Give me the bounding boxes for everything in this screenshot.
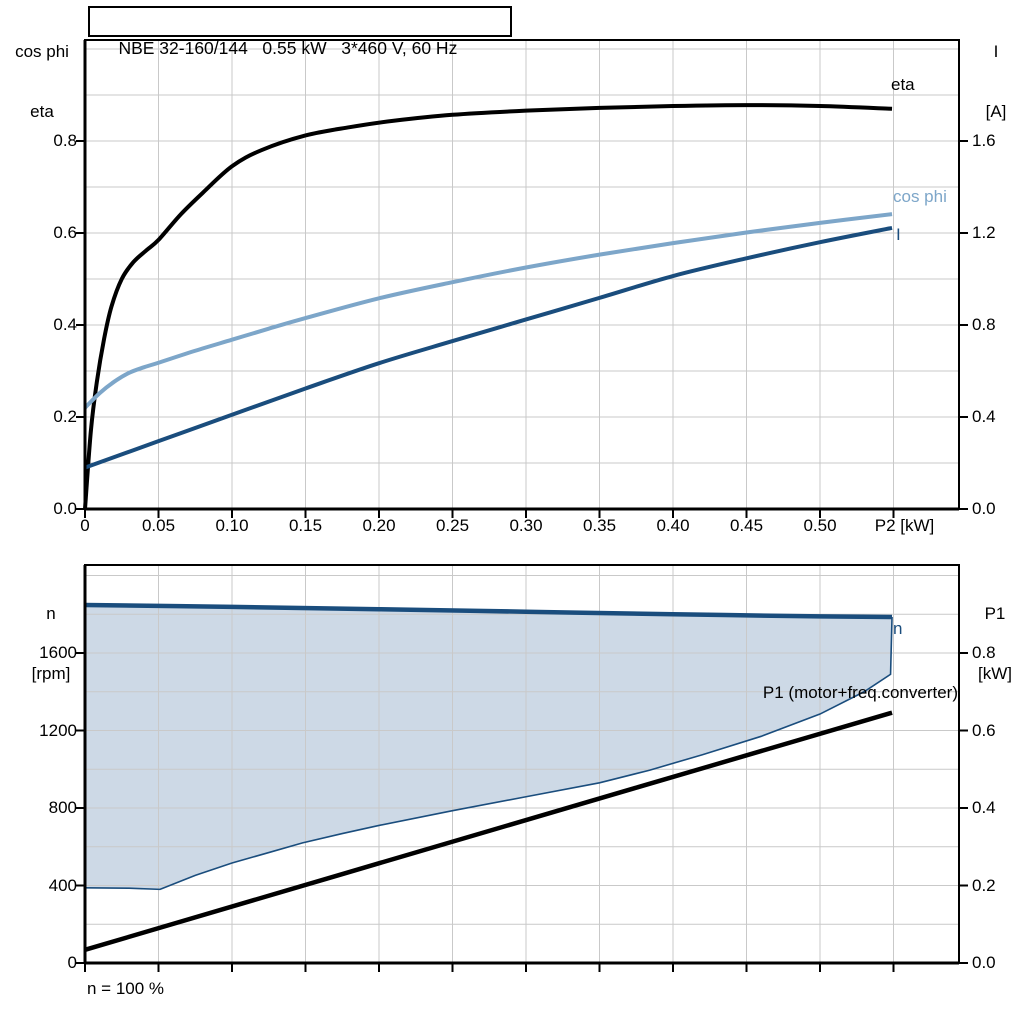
curve-cos_phi [83,212,893,410]
curve-label-eta: eta [891,75,915,94]
bottom-left-axis-title-line1: n [46,604,56,623]
top-right-axis-title: I [A] [968,2,1024,162]
x-tick-label: 0.35 [582,516,617,535]
bottom-right-axis-title: P1 [kW] [966,564,1024,724]
speed-range-boundary [84,616,893,891]
top-right-tick-label: 0.8 [972,315,996,334]
bottom-left-axis-title-line2: [rpm] [31,664,71,683]
bottom-left-tick-label: 800 [48,798,77,817]
top-left-tick-label: 0.8 [53,131,77,150]
bottom-right-tick-label: 0.0 [972,953,996,972]
top-right-tick-label: 0.0 [972,499,996,518]
curve-I [84,225,893,470]
top-left-axis-title: cos phi eta [4,2,80,162]
bottom-left-axis-title: n [rpm] [18,564,84,724]
bottom-left-tick-label: 1200 [39,720,77,740]
x-tick-label: 0.25 [435,516,470,535]
x-tick-label: 0.20 [362,516,396,535]
bottom-right-tick-label: 0.4 [972,798,996,817]
caption-n-100: n = 100 % [87,979,165,998]
curve-label-cos-phi: cos phi [893,187,947,206]
top-left-axis-title-line1: cos phi [15,42,69,61]
top-right-axis-title-line1: I [993,42,999,61]
top-right-tick-label: 0.4 [972,407,996,426]
bottom-left-tick-label: 1600 [39,643,77,662]
bottom-right-tick-label: 0.2 [972,875,996,895]
curve-label-current: I [896,225,901,244]
curve-eta [83,103,893,510]
top-left-axis-title-line2: eta [30,102,54,121]
x-tick-label: 0.30 [509,516,543,535]
bottom-left-tick-label: 400 [48,875,77,895]
x-tick-label: 0.45 [729,516,764,535]
x-tick-label: 0.15 [288,516,323,535]
top-left-tick-label: 0.0 [53,499,77,518]
bottom-left-tick-label: 0 [67,953,77,972]
top-left-tick-label: 0.2 [53,407,77,426]
top-right-tick-label: 1.2 [972,223,996,242]
x-tick-label: 0.05 [141,516,176,535]
top-right-tick-label: 1.6 [972,131,996,150]
curve-n [84,602,893,620]
top-left-tick-label: 0.4 [53,315,77,334]
speed-range-area [85,604,893,890]
bottom-right-axis-title-line2: [kW] [978,664,1012,683]
curve-label-p1: P1 (motor+freq.converter) [762,683,958,702]
x-tick-label: 0 [80,516,90,535]
curve-label-speed: n [893,619,903,638]
bottom-right-tick-label: 0.6 [972,720,996,740]
top-left-tick-label: 0.6 [53,223,77,242]
x-tick-label: 0.10 [215,516,249,535]
bottom-right-axis-title-line1: P1 [984,604,1006,623]
chart-title: NBE 32-160/144 0.55 kW 3*460 V, 60 Hz [118,38,458,58]
x-tick-label: 0.40 [656,516,690,535]
bottom-right-tick-label: 0.8 [972,643,996,662]
top-right-axis-title-line2: [A] [985,102,1007,121]
x-axis-unit-label: P2 [kW] [874,516,935,535]
curve-P1 [84,710,893,952]
x-tick-label: 0.50 [803,516,837,535]
chart-title-box: NBE 32-160/144 0.55 kW 3*460 V, 60 Hz [88,6,512,58]
